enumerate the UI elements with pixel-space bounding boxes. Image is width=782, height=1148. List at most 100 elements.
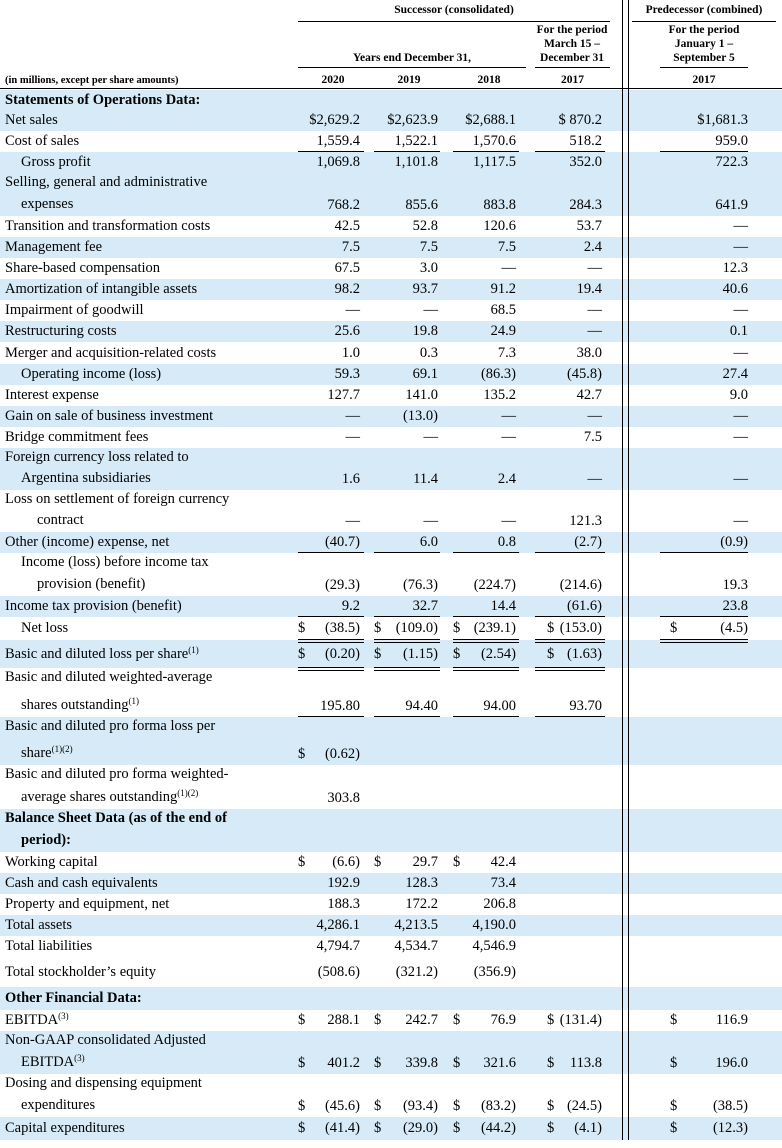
cell-underline (535, 639, 605, 640)
table-row: Basic and diluted pro forma loss per shar… (0, 717, 782, 765)
row-label-text: Gross profit (21, 154, 91, 170)
value-cell: (224.7) (473, 577, 516, 593)
value-cell: (214.6) (559, 577, 602, 593)
value-cell: $2,629.2 (309, 112, 360, 128)
table-row: Basic and diluted pro forma weighted-ave… (0, 765, 782, 809)
header-successor: Successor (consolidated) (394, 4, 514, 16)
row-label-text: Loss on settlement of foreign currency (5, 491, 230, 507)
row-label: EBITDA(3) (5, 1012, 69, 1029)
value-cell: (45.6) (324, 1098, 360, 1114)
value-cell: (4.5) (720, 620, 748, 636)
row-label-continued: shares outstanding(1) (21, 697, 139, 714)
cell-underline (453, 716, 519, 717)
value-cell: — (345, 408, 361, 424)
value-cell: — (587, 408, 603, 424)
dollar-sign: $ (453, 1120, 461, 1136)
table-row: EBITDA(3) 288.1 242.7 76.9 (131.4) 116.9 $ $ $ $ $ (0, 1010, 782, 1031)
value-cell: 206.8 (483, 896, 516, 912)
value-cell: 518.2 (569, 133, 602, 149)
value-cell: 91.2 (490, 281, 516, 297)
table-row: Balance Sheet Data (as of the end of peri… (0, 809, 782, 852)
dollar-sign: $ (298, 646, 306, 662)
value-cell: (4.1) (574, 1120, 602, 1136)
row-label-text: Basic and diluted pro forma loss per (5, 718, 216, 734)
row-label: Cost of sales (5, 133, 79, 150)
cell-underline (453, 151, 519, 152)
value-cell: 284.3 (569, 197, 602, 213)
header-period-successor-rule (535, 67, 610, 68)
cell-underline (298, 716, 364, 717)
dollar-sign: $ (453, 1098, 461, 1114)
value-cell: 11.4 (413, 471, 438, 487)
value-cell: (61.6) (566, 598, 602, 614)
row-label: Gross profit (21, 154, 91, 171)
value-cell: 93.7 (412, 281, 438, 297)
value-cell: (29.3) (324, 577, 360, 593)
table-row: Cash and cash equivalents 192.9 128.3 73.4 (0, 873, 782, 894)
value-cell: — (423, 302, 439, 318)
value-cell: — (345, 513, 361, 529)
dollar-sign: $ (670, 1098, 678, 1114)
value-cell: 1,522.1 (394, 133, 439, 149)
header-years-end-rule (298, 67, 526, 68)
value-cell: 120.6 (483, 218, 516, 234)
value-cell: (40.7) (324, 534, 360, 550)
dollar-sign: $ (547, 1055, 555, 1071)
value-cell: 19.3 (722, 577, 748, 593)
value-cell: 195.80 (320, 698, 360, 714)
value-cell: 9.0 (729, 387, 748, 403)
header-year-2018: 2018 (477, 74, 501, 86)
cell-underline (374, 616, 440, 617)
dollar-sign: $ (547, 1120, 555, 1136)
dollar-sign: $ (374, 1012, 382, 1028)
value-cell: 4,213.5 (394, 917, 439, 933)
dollar-sign: $ (374, 620, 382, 636)
row-label-text: Working capital (5, 854, 98, 870)
row-label-text: Non-GAAP consolidated Adjusted (5, 1032, 206, 1048)
dollar-sign: $ (374, 1055, 382, 1071)
value-cell: 722.3 (715, 154, 748, 170)
row-label-text: Basic and diluted pro forma weighted- (5, 766, 229, 782)
value-cell: (131.4) (559, 1012, 602, 1028)
dollar-sign: $ (453, 646, 461, 662)
cell-underline (298, 552, 364, 553)
row-label-text: provision (benefit) (37, 576, 146, 592)
value-cell: (2.7) (574, 534, 602, 550)
header-period-successor-3: December 31 (540, 52, 604, 64)
value-cell: (38.5) (712, 1098, 748, 1114)
value-cell: (0.20) (324, 646, 360, 662)
table-row: Cost of sales 1,559.4 1,522.1 1,570.6 518.2 9… (0, 131, 782, 152)
row-label: Income tax provision (benefit) (5, 598, 182, 615)
row-label-continued: share(1)(2) (21, 745, 73, 762)
table-row: Operating income (loss) 59.3 69.1 (86.3) (45… (0, 364, 782, 385)
value-cell: 116.9 (715, 1012, 748, 1028)
row-label-text: Statements of Operations Data: (5, 92, 201, 108)
dollar-sign: $ (453, 1012, 461, 1028)
value-cell: 38.0 (576, 345, 602, 361)
value-cell: (83.2) (480, 1098, 516, 1114)
value-cell: 94.00 (483, 698, 516, 714)
value-cell: (13.0) (402, 408, 438, 424)
value-cell: (0.62) (324, 746, 360, 762)
cell-double-underline (298, 642, 364, 643)
row-label: Net sales (5, 112, 58, 129)
row-label-text: Transition and transformation costs (5, 218, 211, 234)
table-row: Loss on settlement of foreign currency co… (0, 490, 782, 532)
row-label: Property and equipment, net (5, 896, 169, 913)
cell-underline (374, 151, 440, 152)
value-cell: 188.3 (327, 896, 360, 912)
table-row: Share-based compensation 67.5 3.0 — — 12.3 (0, 258, 782, 279)
value-cell: (109.0) (395, 620, 438, 636)
cell-underline (374, 716, 440, 717)
row-label: Foreign currency loss related to (5, 449, 189, 466)
value-cell: 9.2 (341, 598, 360, 614)
cell-underline (535, 552, 605, 553)
header-bottom-rule (0, 88, 782, 89)
value-cell: (76.3) (402, 577, 438, 593)
row-label: Management fee (5, 239, 102, 256)
dollar-sign: $ (298, 854, 306, 870)
value-cell: 76.9 (490, 1012, 516, 1028)
cell-double-underline (453, 642, 519, 643)
row-label-text: Foreign currency loss related to (5, 449, 189, 465)
table-row: Total stockholder’s equity (508.6) (321.2)… (0, 957, 782, 987)
